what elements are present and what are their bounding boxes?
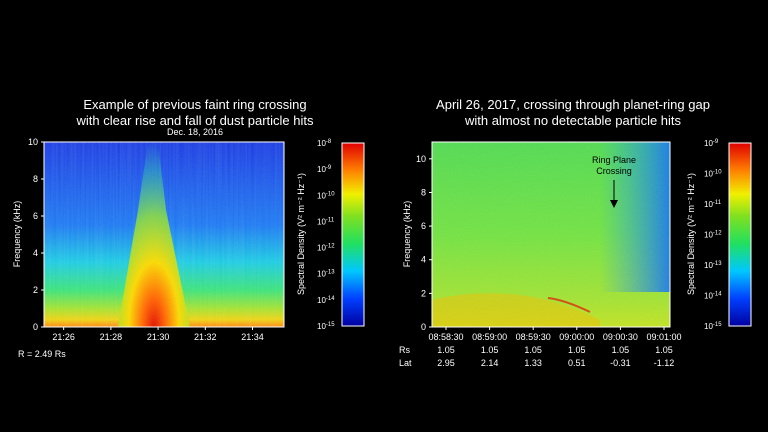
left-colorbar-tick-7: 10-15 xyxy=(317,322,335,331)
left-x-ticks: 21:26 21:28 21:30 21:32 21:34 xyxy=(52,327,264,342)
right-x-tick-label-4: 09:00:30 xyxy=(603,332,638,342)
right-colorbar-tick-3: 10-12 xyxy=(704,231,722,240)
ephemeris-row-label-1: Lat xyxy=(399,358,412,368)
right-colorbar-tick-5: 10-14 xyxy=(704,292,722,301)
ephemeris-value-0-2: 1.05 xyxy=(524,345,542,355)
left-y-tick-label-5: 10 xyxy=(28,137,38,147)
right-spectrogram-noise xyxy=(432,142,670,327)
ephemeris-value-1-2: 1.33 xyxy=(524,358,542,368)
right-colorbar-tick-2: 10-11 xyxy=(704,200,722,209)
ephemeris-value-1-4: -0.31 xyxy=(610,358,631,368)
left-colorbar-tick-5: 10-13 xyxy=(317,270,335,279)
right-colorbar-label: Spectral Density (V² m⁻² Hz⁻¹) xyxy=(686,173,696,295)
left-footer-radius: R = 2.49 Rs xyxy=(18,349,66,359)
right-y-tick-label-2: 4 xyxy=(421,255,426,265)
right-x-tick-label-0: 08:58:30 xyxy=(428,332,463,342)
ephemeris-value-0-1: 1.05 xyxy=(481,345,499,355)
left-colorbar-tick-4: 10-12 xyxy=(317,244,335,253)
ephemeris-value-1-3: 0.51 xyxy=(568,358,586,368)
ephemeris-value-0-3: 1.05 xyxy=(568,345,586,355)
left-colorbar xyxy=(341,142,365,327)
left-x-tick-label-1: 21:28 xyxy=(100,332,123,342)
right-ephemeris-table: Rs 1.05 1.05 1.05 1.05 1.05 1.05 Lat 2.95 2.14 1.3… xyxy=(399,345,674,368)
left-title-line2: with clear rise and fall of dust particl… xyxy=(76,113,314,128)
right-spectrogram xyxy=(432,142,670,327)
right-x-ticks: 08:58:30 08:59:00 08:59:30 09:00:00 09:00:30… xyxy=(428,327,682,342)
right-chart-title: April 26, 2017, crossing through planet-… xyxy=(418,97,728,129)
left-colorbar-tick-0: 10-8 xyxy=(317,139,332,148)
left-x-tick-label-3: 21:32 xyxy=(194,332,217,342)
left-plot-frame xyxy=(43,141,285,328)
left-x-tick-label-0: 21:26 xyxy=(52,332,75,342)
ephemeris-value-0-5: 1.05 xyxy=(655,345,673,355)
left-colorbar-label: Spectral Density (V² m⁻² Hz⁻¹) xyxy=(296,173,306,295)
ring-plane-annotation-line2: Crossing xyxy=(596,166,632,176)
left-x-tick-label-4: 21:34 xyxy=(241,332,264,342)
ephemeris-value-1-5: -1.12 xyxy=(654,358,675,368)
right-colorbar-tick-0: 10-9 xyxy=(704,139,719,148)
ring-plane-annotation-line1: Ring Plane xyxy=(592,155,636,165)
ephemeris-value-0-0: 1.05 xyxy=(437,345,455,355)
right-colorbar-tick-4: 10-13 xyxy=(704,261,722,270)
right-plot-frame xyxy=(431,141,671,328)
right-x-tick-label-5: 09:01:00 xyxy=(646,332,681,342)
right-colorbar-tick-6: 10-15 xyxy=(704,322,722,331)
ephemeris-value-1-1: 2.14 xyxy=(481,358,499,368)
left-x-tick-label-2: 21:30 xyxy=(147,332,170,342)
left-chart-title: Example of previous faint ring crossing … xyxy=(50,97,340,129)
left-y-axis-label: Frequency (kHz) xyxy=(12,201,22,268)
left-colorbar-tick-2: 10-10 xyxy=(317,191,335,200)
ephemeris-row-label-0: Rs xyxy=(399,345,410,355)
left-y-tick-label-3: 6 xyxy=(33,211,38,221)
right-colorbar-tick-1: 10-10 xyxy=(704,170,722,179)
left-colorbar-tick-6: 10-14 xyxy=(317,296,335,305)
right-colorbar xyxy=(728,142,752,327)
left-colorbar-tick-3: 10-11 xyxy=(317,217,335,226)
right-y-ticks: 0 2 4 6 8 10 xyxy=(416,154,432,332)
left-y-tick-label-4: 8 xyxy=(33,174,38,184)
left-chart-date: Dec. 18, 2016 xyxy=(166,127,224,137)
right-title-line1: April 26, 2017, crossing through planet-… xyxy=(436,97,710,112)
left-y-tick-label-2: 4 xyxy=(33,248,38,258)
left-y-ticks: 0 2 4 6 8 10 xyxy=(28,137,44,332)
right-y-tick-label-0: 0 xyxy=(421,322,426,332)
right-y-tick-label-5: 10 xyxy=(416,154,426,164)
ephemeris-value-1-0: 2.95 xyxy=(437,358,455,368)
right-x-tick-label-2: 08:59:30 xyxy=(516,332,551,342)
left-colorbar-tick-1: 10-9 xyxy=(317,165,332,174)
left-y-tick-label-1: 2 xyxy=(33,285,38,295)
left-y-tick-label-0: 0 xyxy=(33,322,38,332)
left-spectrogram-noise xyxy=(44,142,284,327)
right-y-axis-label: Frequency (kHz) xyxy=(402,201,412,268)
ephemeris-value-0-4: 1.05 xyxy=(612,345,630,355)
right-title-line2: with almost no detectable particle hits xyxy=(464,113,682,128)
ring-plane-arrow-head xyxy=(610,200,618,208)
right-y-tick-label-3: 6 xyxy=(421,221,426,231)
left-spectrogram xyxy=(44,142,284,327)
right-x-tick-label-1: 08:59:00 xyxy=(472,332,507,342)
right-x-tick-label-3: 09:00:00 xyxy=(559,332,594,342)
left-colorbar-ticks: 10-8 10-9 10-10 10-11 10-12 10-13 10-14 10-15 xyxy=(317,139,335,331)
right-colorbar-ticks: 10-9 10-10 10-11 10-12 10-13 10-14 10-15 xyxy=(704,139,722,331)
right-y-tick-label-1: 2 xyxy=(421,288,426,298)
right-y-tick-label-4: 8 xyxy=(421,187,426,197)
left-title-line1: Example of previous faint ring crossing xyxy=(83,97,307,112)
